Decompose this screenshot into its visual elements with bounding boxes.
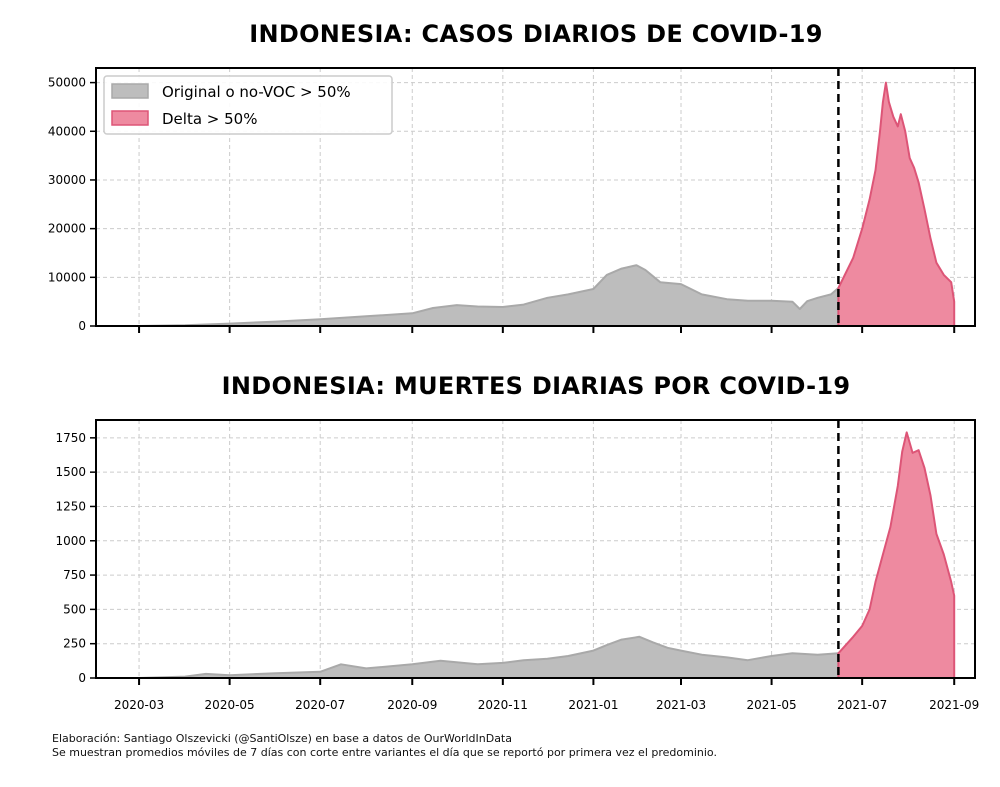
cases-ytick-label-5: 50000 xyxy=(48,76,86,90)
footnote-author: Elaboración: Santiago Olszevicki (@Santi… xyxy=(52,732,512,745)
footnote-method: Se muestran promedios móviles de 7 días … xyxy=(52,746,717,759)
deaths-xtick-label-7: 2021-05 xyxy=(747,698,797,712)
deaths-xtick-label-2: 2020-07 xyxy=(295,698,345,712)
cases-ytick-label-1: 10000 xyxy=(48,270,86,284)
legend-swatch-delta xyxy=(111,110,149,126)
deaths-ytick-label-7: 1750 xyxy=(55,431,86,445)
cases-chart-title: INDONESIA: CASOS DIARIOS DE COVID-19 xyxy=(249,20,823,48)
deaths-xtick-label-5: 2021-01 xyxy=(568,698,618,712)
deaths-panel: 0 250 500 750 1000 1250 1500 1750 2020-03 2020-05… xyxy=(55,419,979,712)
cases-ytick-label-4: 40000 xyxy=(48,124,86,138)
deaths-xtick-label-1: 2020-05 xyxy=(205,698,255,712)
legend-box xyxy=(103,75,393,135)
deaths-ytick-label-0: 0 xyxy=(78,671,86,685)
deaths-xtick-label-9: 2021-09 xyxy=(929,698,979,712)
deaths-xtick-label-6: 2021-03 xyxy=(656,698,706,712)
cases-plot-frame xyxy=(95,67,976,327)
deaths-area-original xyxy=(138,635,840,679)
deaths-xtick-label-3: 2020-09 xyxy=(387,698,437,712)
deaths-ytick-label-1: 250 xyxy=(63,637,86,651)
deaths-xtick-label-0: 2020-03 xyxy=(114,698,164,712)
deaths-xtick-label-8: 2021-07 xyxy=(837,698,887,712)
deaths-chart-title: INDONESIA: MUERTES DIARIAS POR COVID-19 xyxy=(221,372,851,400)
legend-swatch-original xyxy=(111,83,149,99)
deaths-area-delta xyxy=(837,431,956,679)
legend: Original o no-VOC > 50% Delta > 50% xyxy=(103,75,393,135)
legend-label-original: Original o no-VOC > 50% xyxy=(162,83,351,101)
cases-ytick-label-0: 0 xyxy=(78,319,86,333)
deaths-ytick-label-6: 1500 xyxy=(55,465,86,479)
cases-panel: 0 10000 20000 30000 40000 50000 xyxy=(48,67,976,333)
deaths-ytick-label-5: 1250 xyxy=(55,499,86,513)
cases-area-original xyxy=(138,264,840,327)
deaths-ytick-label-2: 500 xyxy=(63,602,86,616)
legend-label-delta: Delta > 50% xyxy=(162,110,257,128)
deaths-ytick-label-3: 750 xyxy=(63,568,86,582)
deaths-plot-frame xyxy=(95,419,976,679)
deaths-ytick-label-4: 1000 xyxy=(55,534,86,548)
deaths-xtick-label-4: 2020-11 xyxy=(478,698,528,712)
cases-ytick-label-2: 20000 xyxy=(48,222,86,236)
cases-area-delta xyxy=(837,81,956,327)
cases-ytick-label-3: 30000 xyxy=(48,173,86,187)
